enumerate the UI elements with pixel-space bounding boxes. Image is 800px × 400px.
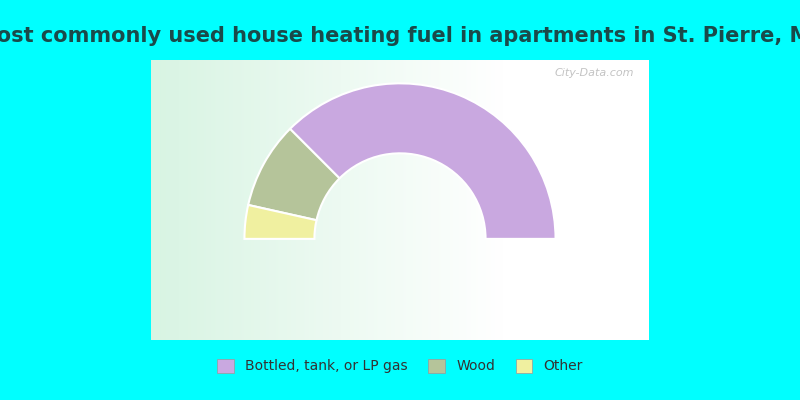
Legend: Bottled, tank, or LP gas, Wood, Other: Bottled, tank, or LP gas, Wood, Other — [210, 352, 590, 380]
Wedge shape — [290, 83, 555, 239]
Wedge shape — [248, 129, 339, 220]
Text: Most commonly used house heating fuel in apartments in St. Pierre, MT: Most commonly used house heating fuel in… — [0, 26, 800, 46]
Wedge shape — [245, 205, 317, 239]
Text: City-Data.com: City-Data.com — [554, 68, 634, 78]
